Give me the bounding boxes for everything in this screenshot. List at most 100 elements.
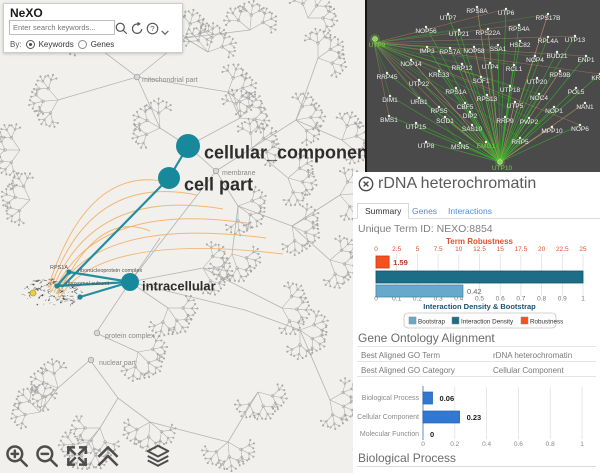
- gene-node-RPS7A[interactable]: RPS7A: [439, 46, 461, 56]
- gene-node-RRP45[interactable]: RRP45: [377, 71, 398, 81]
- bottom-axis-tick: 0.6: [496, 296, 505, 303]
- gene-label: ENP1: [578, 57, 595, 64]
- gene-node-KRR1[interactable]: KRR1: [591, 72, 600, 82]
- search-input[interactable]: [9, 20, 115, 35]
- gene-node-SGD1[interactable]: SGD1: [436, 115, 454, 125]
- layers-icon[interactable]: [145, 443, 171, 469]
- bar-value-label: 0.42: [467, 287, 482, 296]
- gene-label: IMP3: [419, 48, 435, 55]
- term-node-cell-part[interactable]: [158, 167, 180, 189]
- term-node-small[interactable]: [66, 269, 72, 275]
- gene-node-UTP21[interactable]: UTP21: [449, 28, 470, 38]
- gene-node-BUD21[interactable]: BUD21: [547, 50, 568, 60]
- gene-network-canvas[interactable]: UTP9 RPS8A UTP6 UTP7 RPS17B NOP56 UTP21 RPS22A R…: [367, 0, 600, 172]
- zoom-in-icon[interactable]: [4, 443, 30, 469]
- gene-node-NOP58[interactable]: NOP58: [463, 45, 485, 55]
- gene-node-RRP9[interactable]: RRP9: [496, 115, 514, 125]
- gene-node-KRE33[interactable]: KRE33: [429, 69, 450, 79]
- gene-node-DIP2[interactable]: DIP2: [463, 110, 478, 120]
- gene-node-UTP18[interactable]: UTP18: [500, 84, 521, 94]
- gene-label: BMS1: [380, 117, 398, 124]
- gene-node-NAN1[interactable]: NAN1: [576, 101, 594, 111]
- bottom-axis-tick: 0.7: [516, 296, 525, 303]
- bar-value-label: 0.06: [440, 394, 455, 403]
- go-row-value: Cellular Component: [493, 366, 564, 375]
- close-icon[interactable]: [358, 176, 374, 192]
- gene-node-MPP10[interactable]: MPP10: [541, 125, 563, 135]
- term-node-cellular-component[interactable]: [176, 134, 200, 158]
- gene-node-RRP12[interactable]: RRP12: [452, 62, 473, 72]
- gene-node-UTP7[interactable]: UTP7: [440, 12, 457, 22]
- gene-node-UTP6[interactable]: UTP6: [498, 7, 515, 17]
- tab-summary[interactable]: Summary: [357, 203, 410, 219]
- gene-node-NOP4[interactable]: NOP4: [526, 54, 544, 64]
- refresh-icon[interactable]: [130, 21, 145, 36]
- gene-node-NOP6[interactable]: NOP6: [571, 123, 589, 133]
- gene-node-UTP9[interactable]: UTP9: [369, 34, 386, 49]
- gene-node-CBF5[interactable]: CBF5: [457, 101, 474, 111]
- gene-node-NOP14[interactable]: NOP14: [400, 58, 422, 68]
- gene-node-UTP8[interactable]: UTP8: [418, 140, 435, 150]
- gene-node-IMP3[interactable]: IMP3: [419, 45, 435, 55]
- gene-node-RPS13[interactable]: RPS13: [477, 93, 498, 103]
- radio-keywords-label[interactable]: Keywords: [38, 40, 74, 49]
- gene-node-UTP10[interactable]: UTP10: [492, 157, 513, 172]
- help-icon[interactable]: ?: [145, 21, 160, 36]
- expand-collapse-icon[interactable]: [95, 443, 121, 469]
- gene-node-RPS4A[interactable]: RPS4A: [508, 23, 530, 33]
- radio-keywords[interactable]: [25, 40, 35, 49]
- zoom-out-icon[interactable]: [34, 443, 60, 469]
- gene-node-ENP1[interactable]: ENP1: [578, 54, 595, 64]
- gene-node-SOF1[interactable]: SOF1: [473, 75, 490, 85]
- gene-node-RPS9B[interactable]: RPS9B: [549, 69, 571, 79]
- tab-interactions[interactable]: Interactions: [448, 206, 492, 216]
- gene-node-PWP2[interactable]: PWP2: [520, 116, 539, 126]
- gene-node-SAS10[interactable]: SAS10: [462, 123, 483, 133]
- fit-view-icon[interactable]: [64, 443, 90, 469]
- gene-node-RRP5[interactable]: RRP5: [511, 136, 529, 146]
- gene-node-URB1[interactable]: URB1: [410, 96, 428, 106]
- gene-node-HSC82[interactable]: HSC82: [510, 39, 531, 49]
- term-label-cellular-component: cellular_component: [204, 142, 374, 162]
- term-node-mitochondrial-part[interactable]: [133, 73, 141, 81]
- term-node-small[interactable]: [77, 294, 83, 300]
- highlighted-term-node[interactable]: [29, 289, 37, 297]
- gene-node-UTP22[interactable]: UTP22: [409, 78, 430, 88]
- gene-node-NOP56[interactable]: NOP56: [415, 25, 437, 35]
- term-node-protein-complex[interactable]: [93, 329, 101, 337]
- gene-node-UTP20[interactable]: UTP20: [527, 76, 548, 86]
- gene-node-SSA1[interactable]: SSA1: [490, 43, 507, 53]
- top-axis-tick: 15: [497, 246, 505, 253]
- radio-genes[interactable]: [77, 40, 87, 49]
- gene-node-BMS1[interactable]: BMS1: [380, 114, 398, 124]
- tab-genes[interactable]: Genes: [412, 206, 438, 216]
- gene-node-DIM1[interactable]: DIM1: [382, 94, 398, 104]
- term-node-small[interactable]: [54, 283, 60, 289]
- gene-label: MSN5: [451, 144, 469, 151]
- radio-genes-label[interactable]: Genes: [90, 40, 115, 49]
- chevron-down-icon[interactable]: [160, 25, 175, 40]
- gene-node-UTP13[interactable]: UTP13: [565, 34, 586, 44]
- gene-node-UTP5[interactable]: UTP5: [507, 100, 524, 110]
- gene-node-EMG1[interactable]: EMG1: [477, 140, 496, 150]
- gene-node-RPS22A[interactable]: RPS22A: [476, 27, 502, 37]
- gene-node-UTP15[interactable]: UTP15: [406, 121, 427, 131]
- gene-node-RPS17B[interactable]: RPS17B: [536, 12, 561, 22]
- gene-node-RPS5[interactable]: RPS5: [431, 105, 448, 115]
- term-node-nuclear-part[interactable]: [87, 356, 95, 364]
- gene-node-POL5[interactable]: POL5: [568, 86, 585, 96]
- gene-node-UTP4[interactable]: UTP4: [482, 61, 499, 71]
- term-node-membrane[interactable]: [212, 167, 220, 175]
- gene-node-RCL1[interactable]: RCL1: [506, 63, 523, 73]
- gene-node-NOP1[interactable]: NOP1: [545, 105, 563, 115]
- gene-node-RPL4A[interactable]: RPL4A: [538, 35, 559, 45]
- legend-swatch: [408, 316, 417, 325]
- gene-node-RPS1A[interactable]: RPS1A: [445, 86, 467, 96]
- search-icon[interactable]: [114, 21, 129, 36]
- gene-node-RPS8A[interactable]: RPS8A: [466, 5, 488, 15]
- gene-node-NOC4[interactable]: NOC4: [530, 92, 548, 102]
- gene-node-MSN5[interactable]: MSN5: [451, 141, 469, 151]
- term-node-intracellular[interactable]: [121, 273, 139, 291]
